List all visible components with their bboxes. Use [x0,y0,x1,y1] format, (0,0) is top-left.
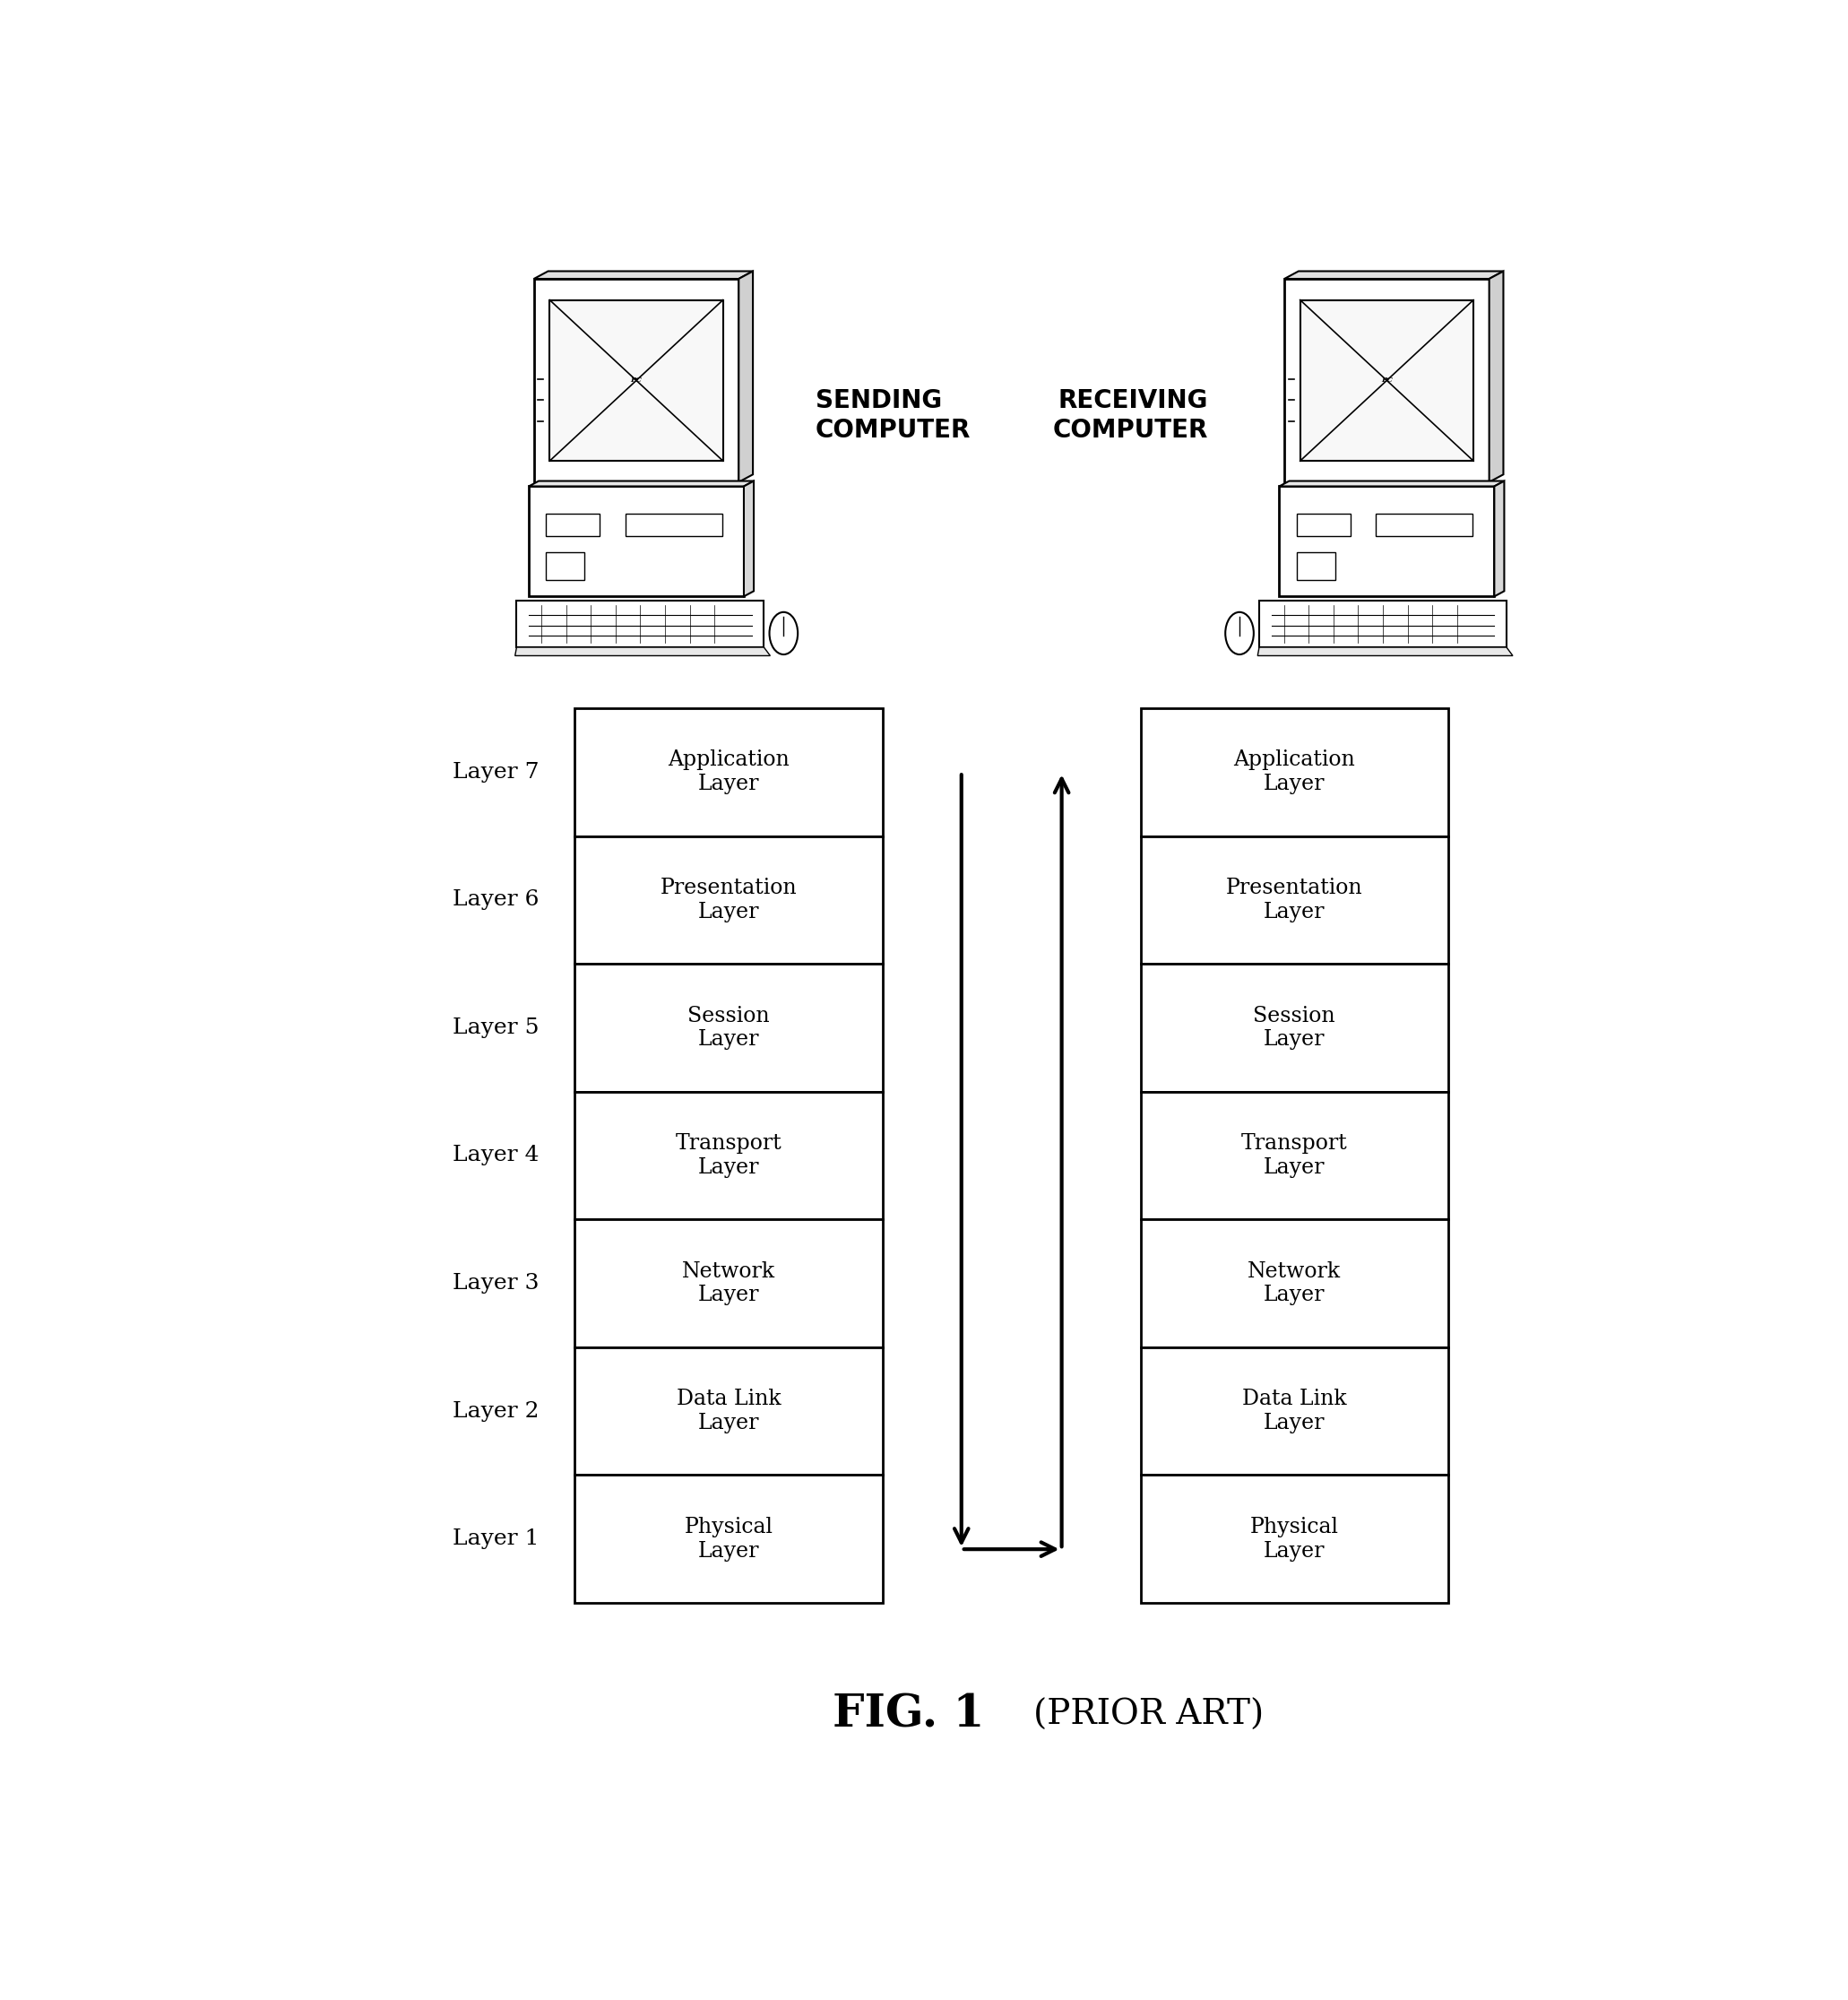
Bar [1297,552,1334,580]
Polygon shape [534,278,739,482]
Bar [1140,836,1449,964]
Text: RECEIVING
COMPUTER: RECEIVING COMPUTER [1052,388,1209,442]
Text: Layer 3: Layer 3 [453,1274,540,1294]
Bar [575,1348,883,1476]
Polygon shape [739,272,752,482]
Text: Presentation
Layer: Presentation Layer [1225,878,1362,922]
Text: Presentation
Layer: Presentation Layer [660,878,796,922]
Text: Layer 1: Layer 1 [453,1528,540,1550]
Bar [575,964,883,1092]
Bar [575,708,883,836]
Bar [1140,1220,1449,1348]
Text: Layer 7: Layer 7 [453,762,540,782]
Bar [529,486,745,596]
Text: Transport
Layer: Transport Layer [676,1134,782,1178]
Polygon shape [1495,480,1504,596]
Bar [545,552,584,580]
Polygon shape [1489,272,1504,482]
Polygon shape [516,648,771,656]
Bar [1258,600,1506,648]
Text: (PRIOR ART): (PRIOR ART) [1033,1698,1264,1732]
Bar [575,1476,883,1602]
Text: FIG. 1: FIG. 1 [832,1694,985,1738]
Bar [1301,300,1473,460]
Text: Session
Layer: Session Layer [687,1006,771,1050]
Text: Layer 2: Layer 2 [453,1400,540,1422]
Text: Session
Layer: Session Layer [1253,1006,1336,1050]
Text: Data Link
Layer: Data Link Layer [676,1388,782,1434]
Polygon shape [1284,278,1489,482]
Bar [545,514,601,536]
Bar [1140,708,1449,836]
Ellipse shape [1225,612,1253,654]
Polygon shape [1284,272,1504,278]
Text: Physical
Layer: Physical Layer [1249,1516,1338,1562]
Bar [1140,1092,1449,1220]
Text: Transport
Layer: Transport Layer [1242,1134,1347,1178]
Text: Data Link
Layer: Data Link Layer [1242,1388,1347,1434]
Polygon shape [529,480,754,486]
Ellipse shape [769,612,798,654]
Text: Layer 4: Layer 4 [453,1146,540,1166]
Bar [1140,1348,1449,1476]
Bar [1140,964,1449,1092]
Text: Application
Layer: Application Layer [667,750,789,794]
Polygon shape [534,272,752,278]
Text: PC: PC [630,376,641,384]
Text: SENDING
COMPUTER: SENDING COMPUTER [815,388,970,442]
Text: Network
Layer: Network Layer [682,1262,776,1306]
Text: PC: PC [1380,376,1393,384]
Bar [1140,1476,1449,1602]
Bar [549,300,723,460]
Bar [1377,514,1473,536]
Text: Physical
Layer: Physical Layer [684,1516,772,1562]
Text: Application
Layer: Application Layer [1234,750,1355,794]
Text: Layer 6: Layer 6 [453,890,540,910]
Bar [575,836,883,964]
Bar [626,514,723,536]
Text: Layer 5: Layer 5 [453,1018,540,1038]
Text: Network
Layer: Network Layer [1247,1262,1342,1306]
Bar [1279,486,1495,596]
Bar [575,1092,883,1220]
Bar [575,1220,883,1348]
Bar [1297,514,1351,536]
Polygon shape [1258,648,1514,656]
Polygon shape [745,480,754,596]
Bar [517,600,763,648]
Polygon shape [1279,480,1504,486]
